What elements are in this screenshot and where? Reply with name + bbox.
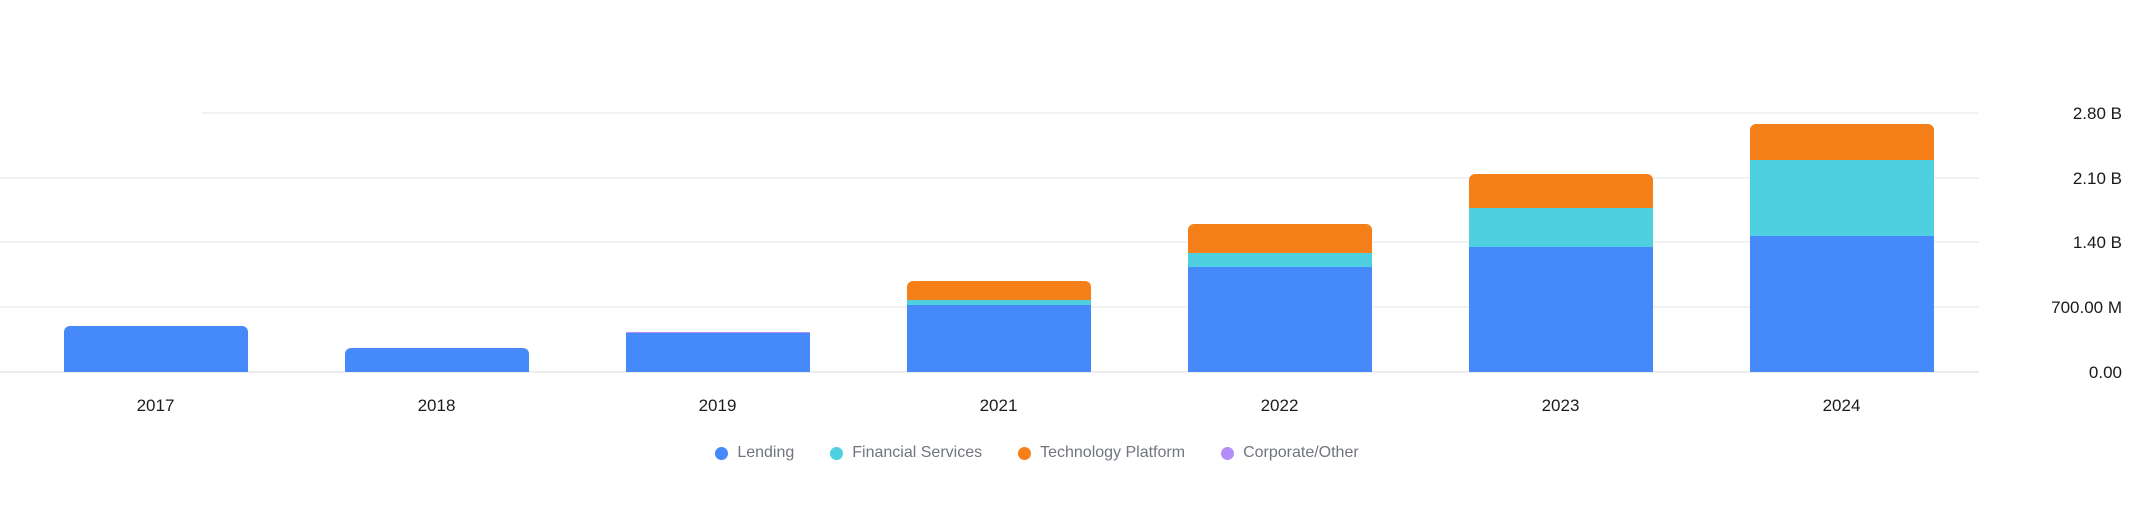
legend-item-technology-platform[interactable]: Technology Platform (1018, 444, 1185, 462)
y-axis-tick-label: 700.00 M (2051, 298, 2122, 318)
bar-segment-2022-technology-platform[interactable] (1187, 224, 1372, 253)
legend-item-corporate-other[interactable]: Corporate/Other (1221, 444, 1359, 462)
y-axis-tick-label: 2.80 B (2072, 103, 2122, 123)
bar-segment-2024-financial-services[interactable] (1749, 160, 1934, 236)
y-axis-tick-label: 1.40 B (2072, 233, 2122, 253)
legend-dot-icon (1221, 446, 1235, 460)
y-axis-tick-label: 2.10 B (2072, 168, 2122, 188)
x-axis-label-2019: 2019 (698, 396, 737, 415)
bar-segment-2024-technology-platform[interactable] (1749, 124, 1934, 160)
bar-segment-2024-lending[interactable] (1749, 235, 1934, 372)
bar-segment-2019-corporate-other[interactable] (625, 332, 810, 334)
bar-segment-2022-financial-services[interactable] (1187, 252, 1372, 268)
legend-label: Lending (737, 444, 795, 461)
legend-label: Technology Platform (1040, 444, 1186, 461)
legend-dot-icon (715, 446, 729, 460)
bar-segment-2023-lending[interactable] (1468, 247, 1653, 372)
bar-segment-2023-technology-platform[interactable] (1468, 174, 1653, 208)
y-axis-tick-label: 0.00 (2088, 363, 2122, 382)
x-axis-label-2024: 2024 (1822, 396, 1861, 415)
bar-segment-2022-lending[interactable] (1187, 267, 1372, 372)
legend-item-lending[interactable]: Lending (715, 444, 794, 462)
bar-segment-2018-lending[interactable] (344, 347, 529, 372)
x-axis-label-2018: 2018 (417, 396, 456, 415)
gridline (0, 176, 1979, 179)
bar-segment-2019-lending[interactable] (625, 333, 810, 372)
x-axis-label-2023: 2023 (1541, 396, 1580, 415)
x-axis-label-2022: 2022 (1260, 396, 1299, 415)
legend-dot-icon (830, 446, 844, 460)
x-axis-label-2021: 2021 (979, 396, 1018, 415)
bar-segment-2021-lending[interactable] (906, 305, 1091, 372)
legend-label: Financial Services (852, 444, 983, 461)
bar-segment-2021-financial-services[interactable] (906, 299, 1091, 306)
gridline (0, 241, 1979, 244)
gridline (0, 371, 1979, 373)
gridline (202, 111, 1979, 114)
bar-segment-2017-lending[interactable] (63, 325, 248, 372)
bar-segment-2023-financial-services[interactable] (1468, 207, 1653, 247)
legend-item-financial-services[interactable]: Financial Services (830, 444, 982, 462)
legend-label: Corporate/Other (1243, 444, 1359, 461)
chart-legend: Lending Financial Services Technology Plat… (0, 444, 2074, 462)
legend-dot-icon (1018, 446, 1032, 460)
x-axis-label-2017: 2017 (136, 396, 175, 415)
bar-segment-2021-technology-platform[interactable] (906, 281, 1091, 300)
